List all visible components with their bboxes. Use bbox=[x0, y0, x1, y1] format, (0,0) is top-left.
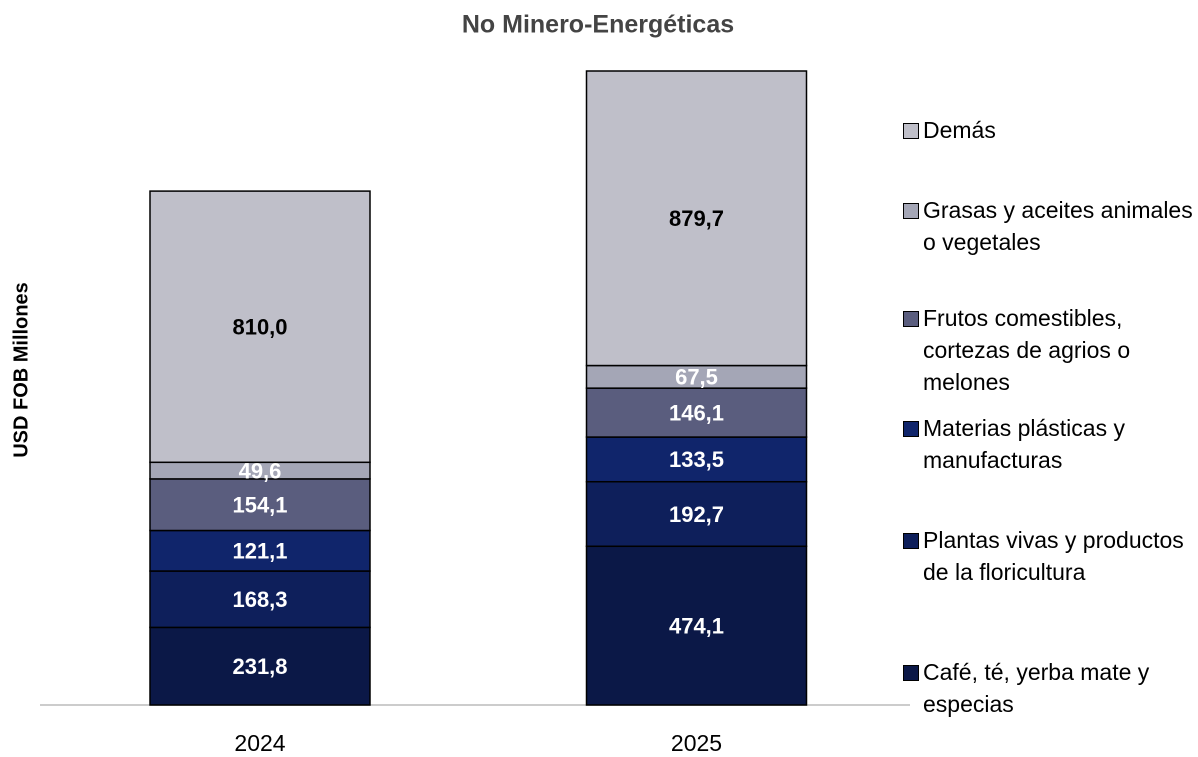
data-label: 231,8 bbox=[232, 654, 287, 679]
bar-segment bbox=[585, 387, 808, 438]
bar-segment bbox=[585, 436, 808, 483]
legend-item: Café, té, yerba mate y especias bbox=[903, 656, 1193, 720]
data-label: 192,7 bbox=[669, 502, 724, 527]
bar-segment bbox=[585, 545, 808, 706]
chart-title: No Minero-Energéticas bbox=[462, 11, 734, 39]
data-label: 133,5 bbox=[669, 447, 724, 472]
bar-segment bbox=[149, 529, 371, 572]
legend-label: Plantas vivas y productos de la floricul… bbox=[923, 527, 1184, 585]
legend-label: Café, té, yerba mate y especias bbox=[923, 659, 1150, 717]
bar-segment bbox=[149, 190, 371, 464]
legend-item: Plantas vivas y productos de la floricul… bbox=[903, 524, 1193, 588]
data-label: 474,1 bbox=[669, 613, 724, 638]
x-tick-label: 2024 bbox=[234, 730, 285, 756]
legend-swatch bbox=[903, 311, 919, 327]
bar-segment bbox=[585, 70, 808, 367]
data-label: 879,7 bbox=[669, 206, 724, 231]
legend-swatch bbox=[903, 203, 919, 219]
data-label: 67,5 bbox=[675, 365, 718, 390]
bar-segment bbox=[149, 570, 371, 629]
data-label: 810,0 bbox=[232, 315, 287, 340]
bar-segment bbox=[585, 480, 808, 548]
data-label: 154,1 bbox=[232, 493, 287, 518]
x-tick-label: 2025 bbox=[671, 730, 722, 756]
legend-label: Frutos comestibles, cortezas de agrios o… bbox=[923, 305, 1131, 395]
legend-label: Demás bbox=[923, 117, 996, 143]
legend-swatch bbox=[903, 421, 919, 437]
legend-label: Grasas y aceites animales o vegetales bbox=[923, 197, 1193, 255]
legend-swatch bbox=[903, 533, 919, 549]
data-label: 146,1 bbox=[669, 400, 724, 425]
legend-item: Grasas y aceites animales o vegetales bbox=[903, 194, 1193, 258]
data-label: 168,3 bbox=[232, 587, 287, 612]
y-axis-label: USD FOB Millones bbox=[10, 282, 32, 458]
legend-label: Materias plásticas y manufacturas bbox=[923, 415, 1125, 473]
legend-swatch bbox=[903, 123, 919, 139]
legend-item: Materias plásticas y manufacturas bbox=[903, 412, 1193, 476]
bar-segment bbox=[149, 478, 371, 532]
data-label: 121,1 bbox=[232, 539, 287, 564]
legend-item: Frutos comestibles, cortezas de agrios o… bbox=[903, 302, 1193, 398]
legend-item: Demás bbox=[903, 114, 1193, 146]
legend-swatch bbox=[903, 665, 919, 681]
